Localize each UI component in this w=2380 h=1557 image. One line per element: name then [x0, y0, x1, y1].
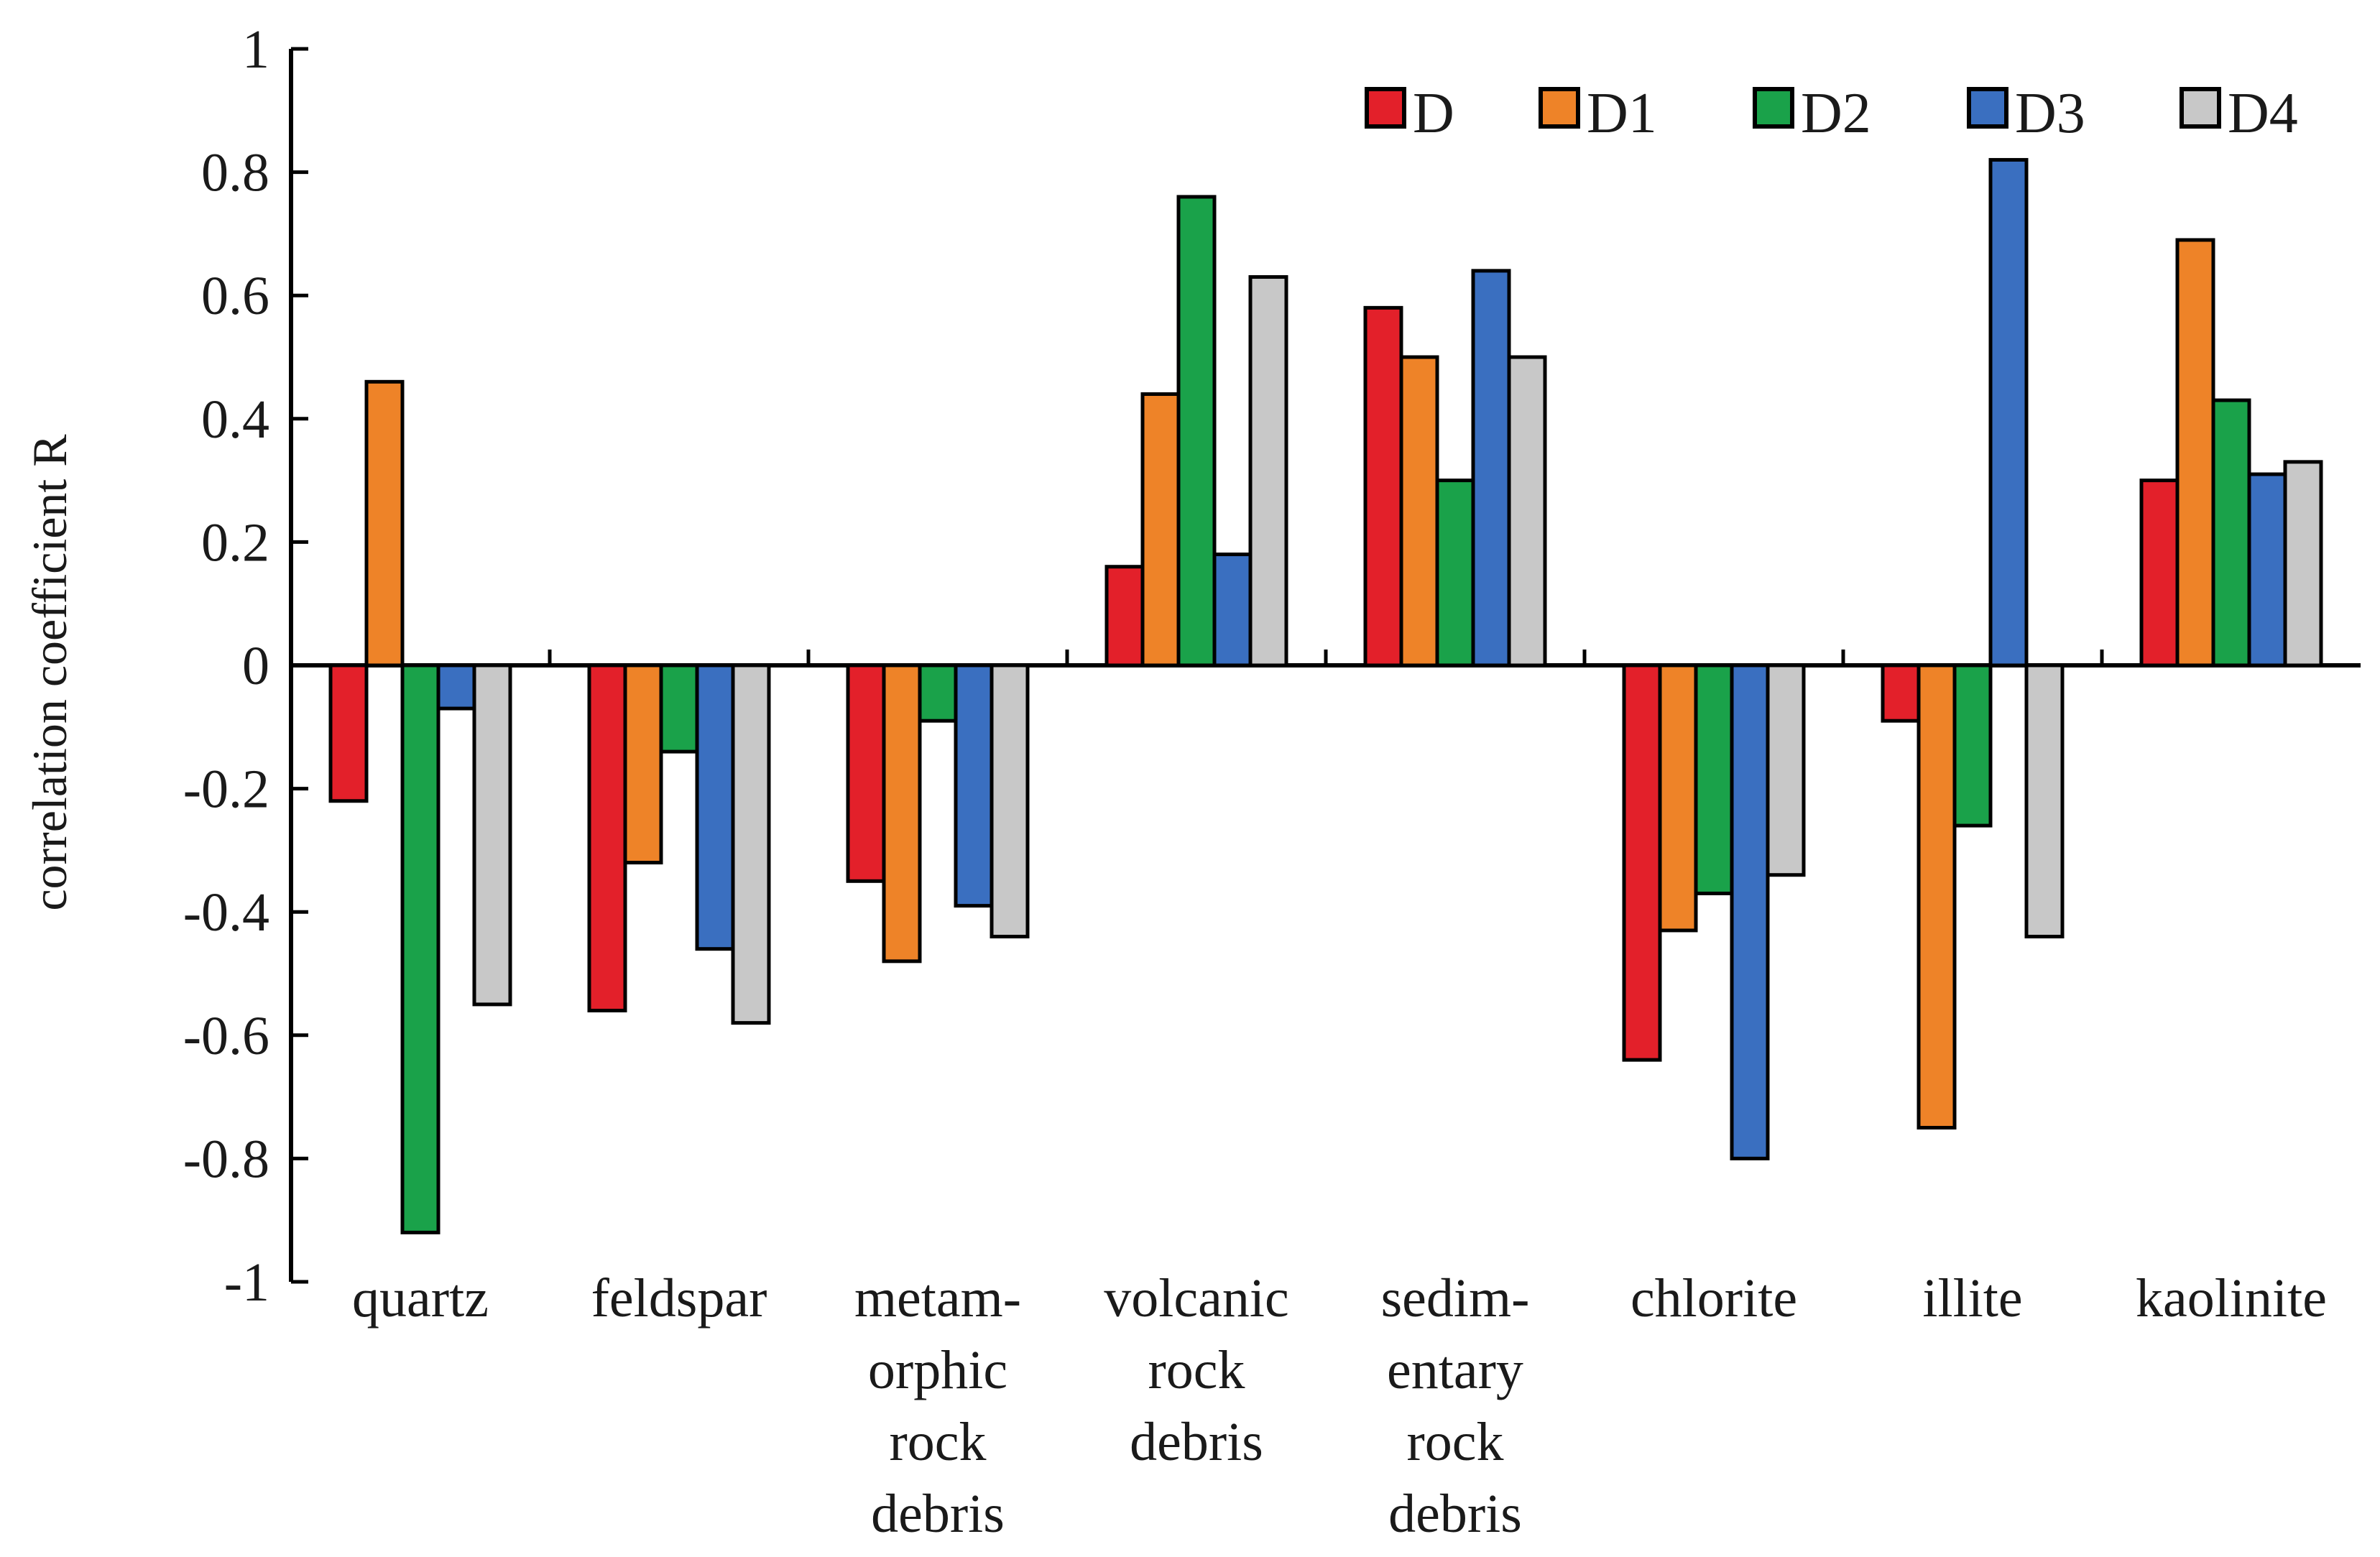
y-tick-label: -0.6 — [183, 1006, 269, 1066]
bar-d1-7 — [2175, 238, 2215, 667]
bar-d-3 — [1104, 565, 1145, 667]
bar-d3-7 — [2247, 472, 2287, 667]
x-category-label: feldspar — [591, 1268, 767, 1329]
legend-label-d: D — [1413, 82, 1454, 145]
bar-d2-3 — [1176, 195, 1217, 667]
bar-d4-6 — [2024, 663, 2065, 939]
x-category-label: chlorite — [1631, 1268, 1797, 1329]
bar-d2-5 — [1694, 663, 1734, 895]
bar-d3-2 — [954, 663, 994, 908]
bar-d3-3 — [1212, 553, 1253, 667]
bar-d-6 — [1881, 663, 1921, 723]
bar-d3-6 — [1988, 157, 2029, 667]
y-tick-label: 1 — [242, 19, 269, 80]
y-tick-label: 0 — [242, 636, 269, 696]
bar-d2-4 — [1435, 479, 1475, 667]
x-category-label: kaolinite — [2136, 1268, 2327, 1329]
bar-d-0 — [328, 663, 369, 803]
x-category-label: sedim-entary rock debris — [1381, 1268, 1530, 1544]
bar-d2-7 — [2211, 398, 2251, 667]
bar-d2-6 — [1952, 663, 1993, 828]
bar-d1-3 — [1140, 392, 1181, 667]
legend-swatch-d3 — [1967, 87, 2008, 129]
bar-d3-4 — [1471, 269, 1511, 667]
legend-label-d2: D2 — [1801, 82, 1871, 145]
bar-d-1 — [587, 663, 627, 1012]
legend-swatch-d — [1365, 87, 1406, 129]
x-category-label: metam-orphic rock debris — [854, 1268, 1021, 1544]
bars — [328, 157, 2323, 1234]
y-tick-label: 0.8 — [201, 143, 269, 203]
bar-d-4 — [1363, 305, 1403, 667]
bar-d3-0 — [436, 663, 476, 711]
bar-d1-5 — [1658, 663, 1698, 933]
bar-d-2 — [846, 663, 886, 883]
bar-d-5 — [1622, 663, 1662, 1062]
y-tick-label: 0.6 — [201, 266, 269, 326]
bar-d3-1 — [695, 663, 735, 951]
bar-d4-2 — [990, 663, 1030, 939]
y-tick-label: 0.2 — [201, 512, 269, 573]
bar-d2-2 — [918, 663, 958, 723]
bar-d1-6 — [1917, 663, 1957, 1129]
y-tick-label: 0.4 — [201, 389, 269, 450]
legend-swatch-d4 — [2180, 87, 2221, 129]
bar-d2-1 — [659, 663, 699, 754]
bar-d-7 — [2139, 479, 2180, 667]
legend-swatch-d1 — [1539, 87, 1580, 129]
y-tick-label: -1 — [224, 1252, 269, 1313]
legend-label-d4: D4 — [2228, 82, 2298, 145]
bar-d4-0 — [472, 663, 512, 1007]
y-axis-title: correlation coefficient R — [22, 434, 77, 911]
bar-d1-1 — [623, 663, 663, 865]
bar-d4-4 — [1507, 355, 1547, 667]
x-category-label: illite — [1922, 1268, 2022, 1329]
bar-d1-2 — [882, 663, 922, 964]
y-tick-label: -0.2 — [183, 759, 269, 820]
bar-d4-7 — [2283, 460, 2323, 667]
bar-d2-0 — [400, 663, 441, 1234]
x-category-label: volcanic rock debris — [1104, 1268, 1288, 1472]
y-tick-label: -0.8 — [183, 1129, 269, 1189]
legend: D D1 D2 D3 D4 — [1365, 82, 2298, 145]
bar-d4-1 — [731, 663, 771, 1025]
bar-d3-5 — [1730, 663, 1770, 1160]
bar-d4-3 — [1248, 274, 1288, 667]
x-category-label: quartz — [352, 1268, 489, 1329]
y-tick-label: -0.4 — [183, 882, 269, 943]
bar-d4-5 — [1766, 663, 1806, 877]
bar-d1-0 — [364, 379, 405, 667]
legend-label-d1: D1 — [1587, 82, 1657, 145]
bar-d1-4 — [1399, 355, 1439, 667]
legend-swatch-d2 — [1753, 87, 1794, 129]
category-labels: quartz feldspar metam-orphic rock debris volc… — [352, 1268, 2327, 1544]
axes: 1 0.8 0.6 0.4 0.2 0 -0.2 -0.4 -0.6 -0.8 -1 — [183, 19, 2361, 1313]
legend-label-d3: D3 — [2015, 82, 2085, 145]
